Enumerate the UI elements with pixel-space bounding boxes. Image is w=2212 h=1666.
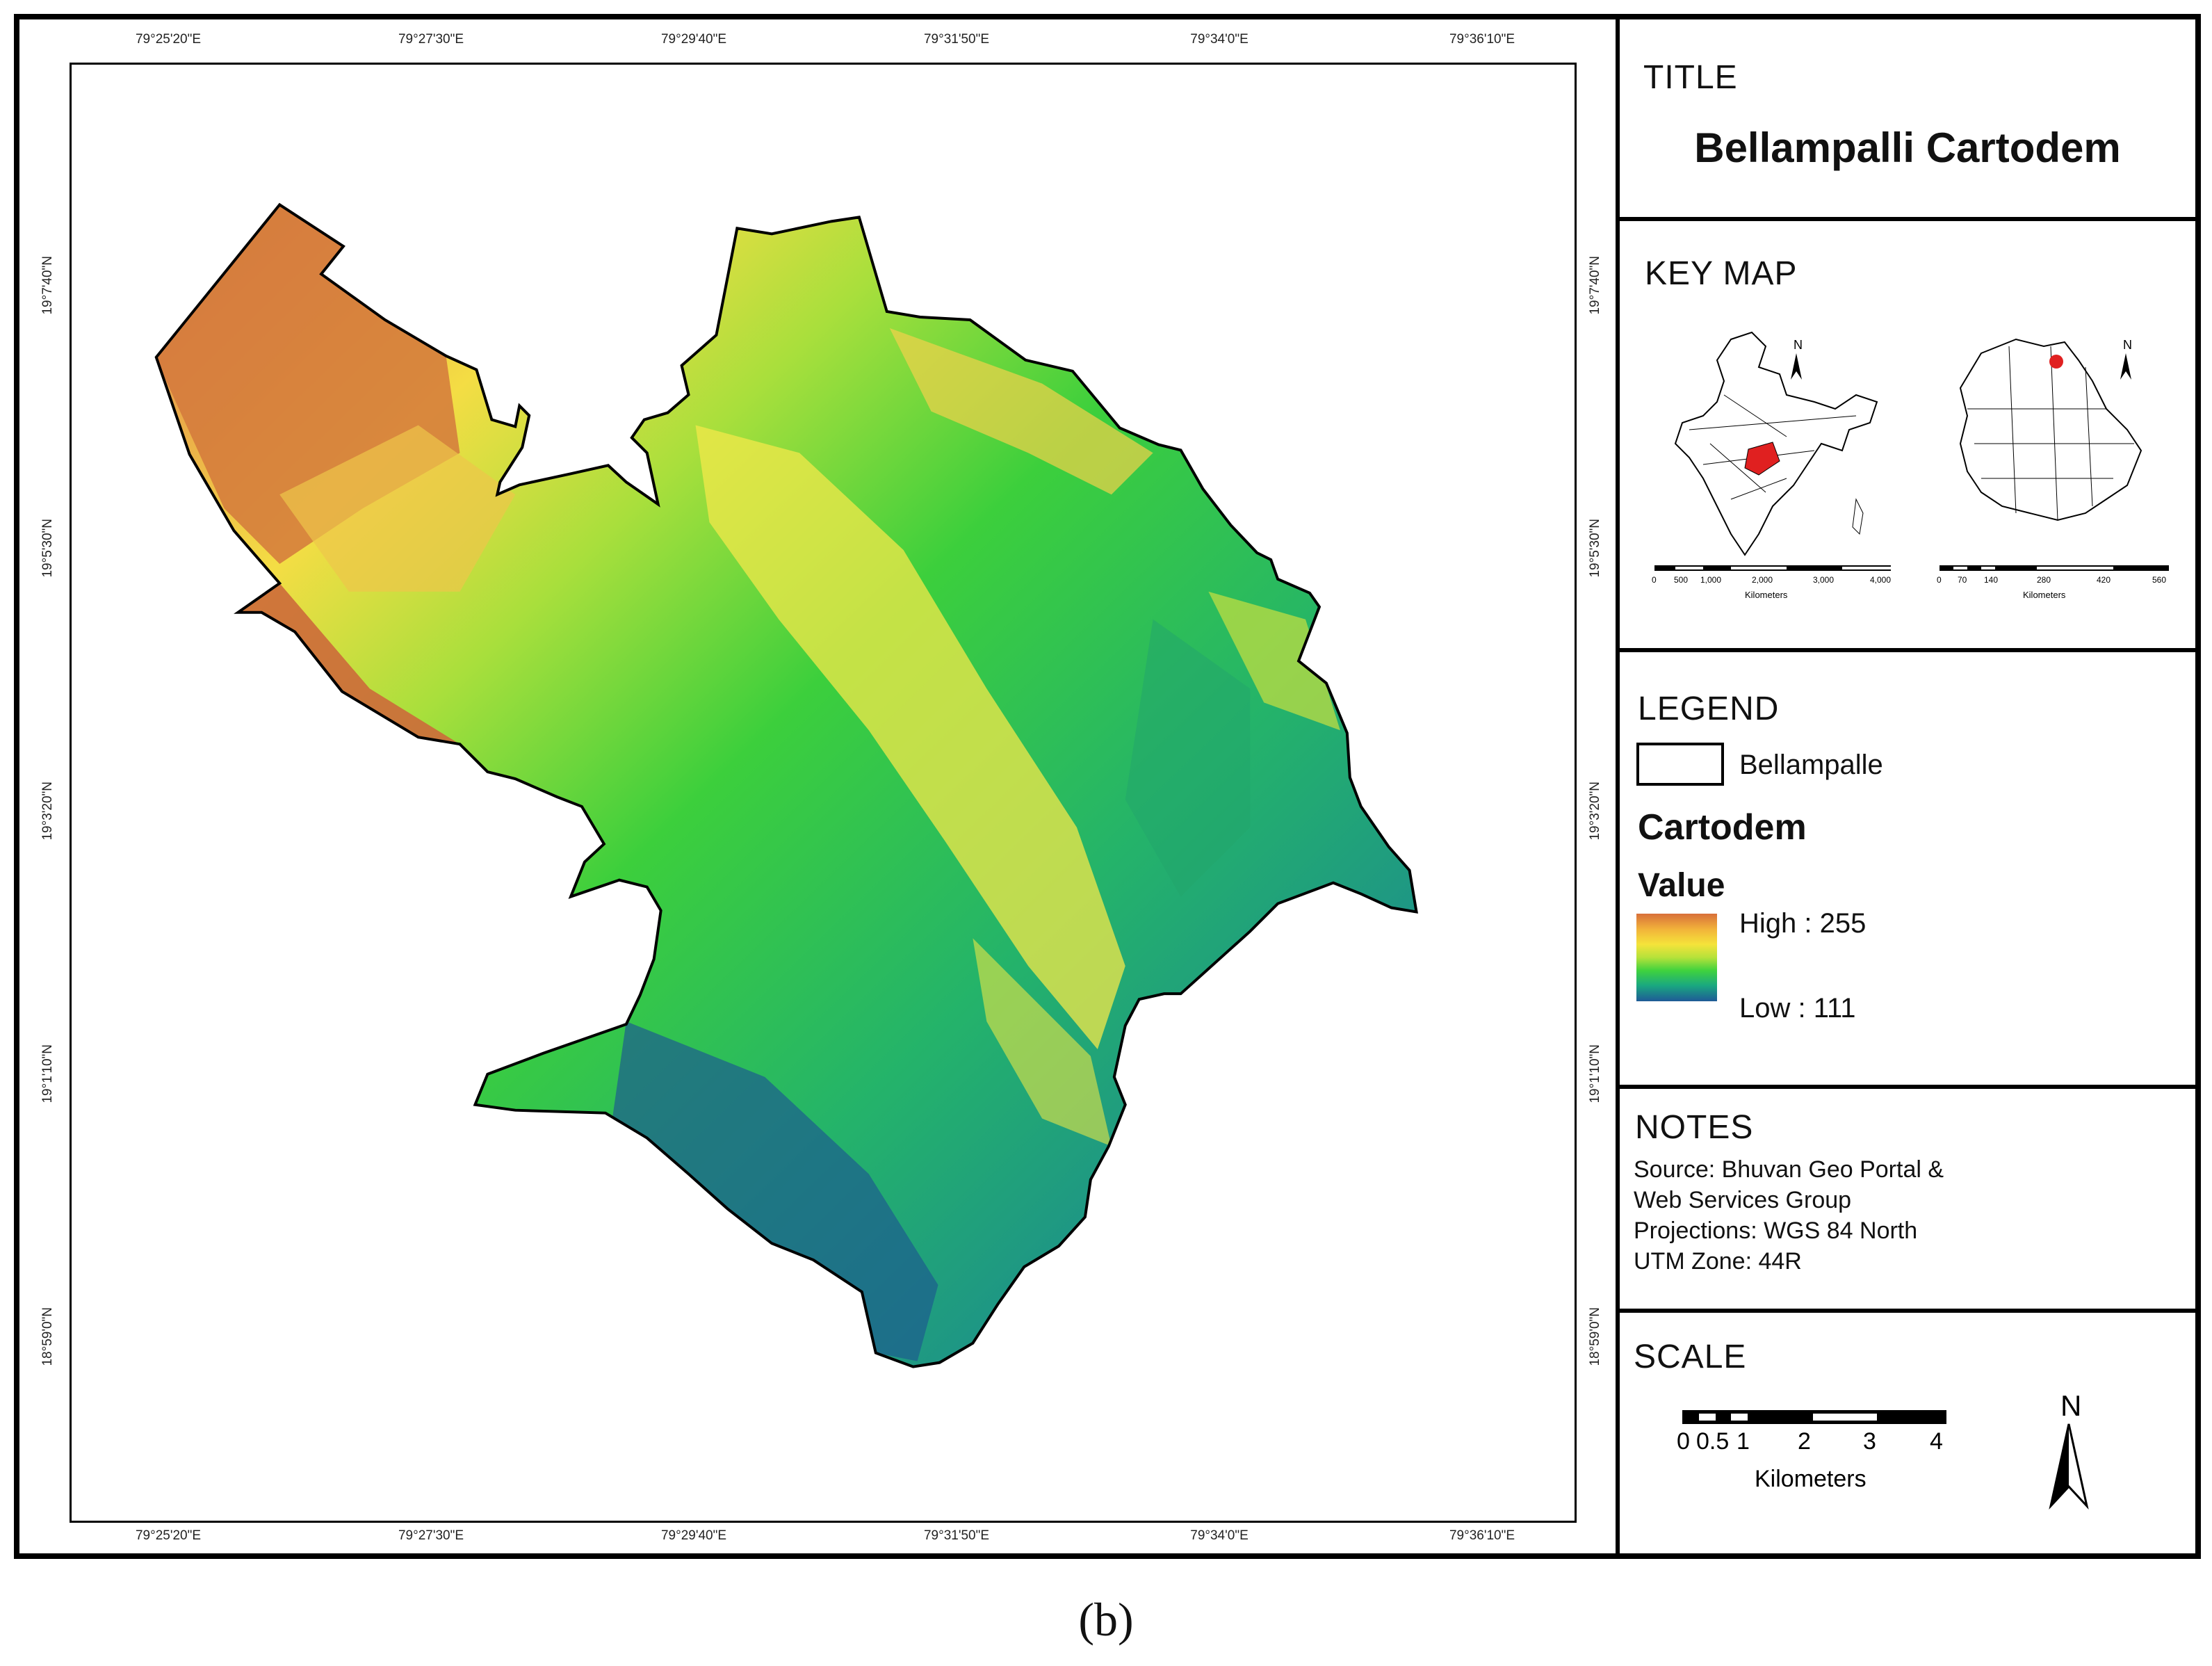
map-area: 79°25'20"E 79°27'30"E 79°29'40"E 79°31'5… [19,19,1620,1553]
side-panel: TITLE Bellampalli Cartodem KEY MAP N 0 5… [1620,19,2195,1553]
legend-panel: LEGEND Bellampalle Cartodem Value High :… [1620,652,2195,1089]
top-tick-label: 79°29'40"E [660,32,727,47]
elevation-color-ramp [1636,914,1717,1001]
north-arrow: N [2049,1389,2089,1510]
scale-label: 0 [1677,1428,1690,1455]
title-heading: TITLE [1643,59,1738,96]
state-scale-label: 140 [1984,575,1998,585]
left-tick-label: 19°5'30"N [40,519,55,578]
india-scale-label: 0 [1652,575,1657,585]
bottom-tick-label: 79°25'20"E [135,1528,202,1543]
map-neatline [70,63,1577,1523]
bottom-tick-label: 79°27'30"E [398,1528,464,1543]
boundary-label: Bellampalle [1739,750,1883,780]
india-keymap: N 0 500 1,000 2,000 3,000 4,000 Kilomete… [1652,331,1891,600]
right-tick-label: 18°59'0"N [1588,1307,1602,1366]
layer-name: Cartodem [1638,807,1807,848]
low-value-label: Low : 111 [1739,993,1856,1024]
bottom-tick-label: 79°29'40"E [660,1528,727,1543]
scale-label: 3 [1863,1428,1876,1455]
left-tick-label: 18°59'0"N [40,1307,55,1366]
north-label: N [2060,1389,2081,1422]
telangana-outline [1959,338,2142,521]
scale-label: 4 [1930,1428,1943,1455]
map-title: Bellampalli Cartodem [1694,124,2121,171]
high-value-label: High : 255 [1739,908,1867,939]
state-scale-label: 280 [2037,575,2051,585]
right-tick-label: 19°7'40"N [1588,256,1602,315]
bellampalli-location-marker [2049,355,2063,369]
right-tick-label: 19°1'10"N [1588,1044,1602,1103]
bottom-tick-label: 79°34'0"E [1190,1528,1249,1543]
left-tick-label: 19°3'20"N [40,782,55,841]
top-tick-label: 79°34'0"E [1190,32,1249,47]
state-scale-unit: Kilometers [2023,590,2066,600]
scale-panel: SCALE 0 0.5 1 2 3 4 Kilometers N [1620,1313,2195,1553]
state-scale-label: 420 [2097,575,2111,585]
left-tick-label: 19°1'10"N [40,1044,55,1103]
scale-heading: SCALE [1634,1339,1747,1375]
notes-line: Projections: WGS 84 North [1634,1218,1918,1244]
india-outline [1674,331,1878,556]
india-scale-label: 3,000 [1813,575,1834,585]
scale-label: 0.5 [1696,1428,1729,1455]
state-scale-label: 560 [2152,575,2166,585]
bellampalle-boundary [154,202,1418,1368]
left-tick-label: 19°7'40"N [40,256,55,315]
scale-bar: 0 0.5 1 2 3 4 Kilometers [1677,1410,1946,1492]
keymap-panel: KEY MAP N 0 500 1,000 2,000 3,000 4,000 … [1620,221,2195,652]
boundary-swatch [1636,743,1724,786]
india-scale-label: 2,000 [1752,575,1773,585]
india-scale-label: 1,000 [1700,575,1721,585]
right-tick-label: 19°3'20"N [1588,782,1602,841]
bottom-tick-label: 79°31'50"E [923,1528,990,1543]
india-north-label: N [1794,338,1803,352]
top-tick-label: 79°31'50"E [923,32,990,47]
top-tick-label: 79°25'20"E [135,32,202,47]
cartodem-elevation-map [154,202,1418,1368]
map-layout-frame: 79°25'20"E 79°27'30"E 79°29'40"E 79°31'5… [14,14,2201,1559]
figure-caption: (b) [1078,1593,1134,1646]
elevation-raster [156,204,1417,1367]
top-tick-label: 79°36'10"E [1449,32,1515,47]
notes-line: UTM Zone: 44R [1634,1248,1802,1275]
scale-label: 2 [1798,1428,1811,1455]
telangana-north-label: N [2123,338,2132,352]
india-scale-label: 4,000 [1870,575,1891,585]
scale-unit: Kilometers [1755,1466,1867,1492]
north-arrow-icon [2120,353,2131,380]
telangana-keymap: N 0 70 140 280 420 560 Kilometers [1937,338,2169,600]
telangana-highlight [1744,442,1780,476]
state-scale-label: 70 [1958,575,1967,585]
keymap-heading: KEY MAP [1645,255,1798,292]
notes-line: Source: Bhuvan Geo Portal & [1634,1156,1944,1183]
notes-line: Web Services Group [1634,1187,1852,1213]
north-arrow-icon [1791,353,1802,380]
notes-body: Source: Bhuvan Geo Portal & Web Services… [1634,1154,1944,1277]
title-panel: TITLE Bellampalli Cartodem [1620,19,2195,221]
right-tick-label: 19°5'30"N [1588,519,1602,578]
state-scale-label: 0 [1937,575,1942,585]
top-tick-label: 79°27'30"E [398,32,464,47]
legend-heading: LEGEND [1638,690,1780,727]
notes-heading: NOTES [1635,1109,1754,1146]
scale-label: 1 [1737,1428,1750,1455]
india-scale-label: 500 [1674,575,1688,585]
value-label: Value [1638,867,1725,904]
notes-panel: NOTES Source: Bhuvan Geo Portal & Web Se… [1620,1089,2195,1313]
india-scale-unit: Kilometers [1745,590,1788,600]
bottom-tick-label: 79°36'10"E [1449,1528,1515,1543]
